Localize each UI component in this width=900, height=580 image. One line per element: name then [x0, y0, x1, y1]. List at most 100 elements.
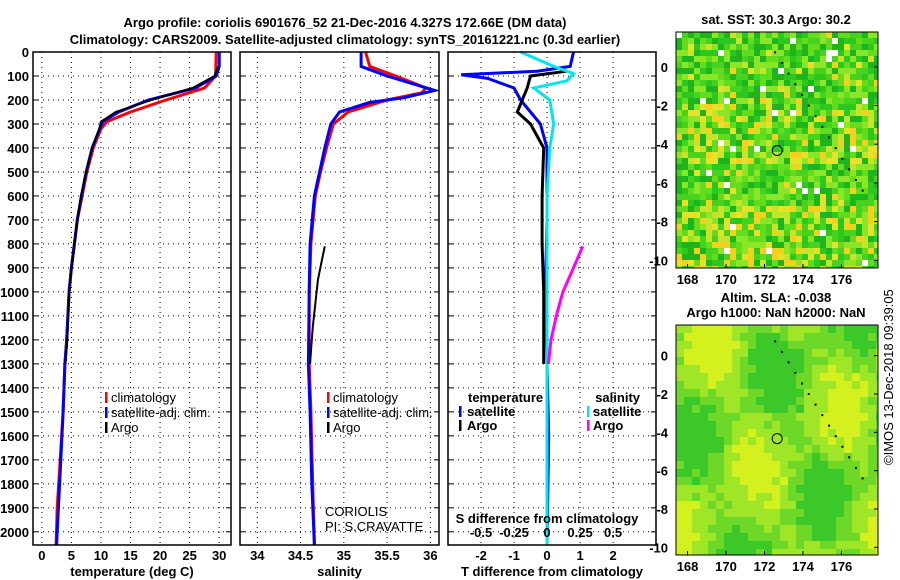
map-cell	[772, 212, 778, 218]
map-cell	[772, 266, 778, 268]
map-cell	[706, 92, 712, 98]
map-cell	[682, 218, 688, 224]
map-cell	[766, 194, 772, 200]
map-cell	[868, 44, 874, 50]
map-cell	[868, 140, 874, 146]
map-cell	[756, 357, 764, 365]
map-cell	[814, 128, 820, 134]
map-cell	[804, 549, 812, 555]
map-cell	[876, 445, 878, 453]
map-cell	[764, 485, 772, 493]
map-cell	[868, 429, 876, 437]
map-cell	[772, 98, 778, 104]
map-cell	[876, 381, 878, 389]
map-cell	[682, 152, 688, 158]
map-cell	[706, 170, 712, 176]
map-cell	[802, 38, 808, 44]
map-cell	[688, 32, 694, 38]
map-cell	[852, 357, 860, 365]
map-cell	[694, 38, 700, 44]
map-cell	[844, 230, 850, 236]
map-cell	[802, 44, 808, 50]
map-cell	[694, 254, 700, 260]
map-cell	[814, 140, 820, 146]
map-cell	[718, 74, 724, 80]
map-cell	[844, 158, 850, 164]
map-cell	[812, 381, 820, 389]
map-cell	[826, 38, 832, 44]
map-cell	[688, 230, 694, 236]
map-cell	[736, 86, 742, 92]
map-cell	[796, 453, 804, 461]
map-cell	[820, 140, 826, 146]
map-cell	[862, 44, 868, 50]
y-tick-label: 1300	[0, 357, 29, 372]
map-cell	[836, 493, 844, 501]
map-cell	[778, 146, 784, 152]
map-cell	[766, 116, 772, 122]
map-cell	[700, 349, 708, 357]
map-cell	[724, 50, 730, 56]
map-cell	[772, 445, 780, 453]
map-cell	[730, 92, 736, 98]
map-cell	[732, 389, 740, 397]
map-cell	[790, 152, 796, 158]
map-cell	[802, 188, 808, 194]
map-cell	[778, 80, 784, 86]
map-cell	[844, 74, 850, 80]
map-cell	[856, 248, 862, 254]
map-cell	[868, 224, 874, 230]
lat-tick-label: -4	[656, 425, 668, 440]
map-cell	[868, 128, 874, 134]
map-cell	[740, 325, 748, 333]
map-cell	[838, 74, 844, 80]
map-cell	[772, 325, 780, 333]
series-line-satellite-adj-clim-	[55, 52, 221, 546]
legend-swatch	[587, 420, 590, 431]
map-cell	[832, 212, 838, 218]
map-cell	[838, 170, 844, 176]
map-cell	[676, 80, 682, 86]
map-cell	[838, 260, 844, 266]
map-cell	[772, 188, 778, 194]
map-cell	[802, 92, 808, 98]
map-cell	[796, 194, 802, 200]
lon-tick-label: 172	[754, 272, 776, 287]
map-cell	[844, 493, 852, 501]
map-cell	[724, 230, 730, 236]
map-cell	[716, 357, 724, 365]
map-cell	[760, 206, 766, 212]
map-cell	[868, 176, 874, 182]
map-cell	[826, 218, 832, 224]
map-cell	[856, 218, 862, 224]
map-cell	[712, 80, 718, 86]
map-cell	[868, 92, 874, 98]
map-cell	[808, 32, 814, 38]
map-cell	[850, 122, 856, 128]
map-cell	[706, 62, 712, 68]
map-cell	[718, 56, 724, 62]
map-cell	[832, 266, 838, 268]
map-cell	[850, 62, 856, 68]
map-cell	[778, 218, 784, 224]
map-cell	[850, 134, 856, 140]
map-cell	[724, 242, 730, 248]
map-cell	[736, 230, 742, 236]
map-cell	[694, 98, 700, 104]
panel-salinity: 34 34.5 35 35.5 36salinityclimatologysatelli…	[239, 51, 441, 579]
map-cell	[784, 104, 790, 110]
map-cell	[838, 194, 844, 200]
map-cell	[826, 56, 832, 62]
map-cell	[860, 397, 868, 405]
map-cell	[712, 218, 718, 224]
map-cell	[700, 122, 706, 128]
map-cell	[682, 182, 688, 188]
y-tick-label: 500	[7, 165, 29, 180]
map-cell	[804, 373, 812, 381]
map-cell	[862, 188, 868, 194]
map-cell	[736, 266, 742, 268]
map-cell	[676, 62, 682, 68]
map-cell	[850, 74, 856, 80]
map-cell	[828, 381, 836, 389]
map-cell	[820, 349, 828, 357]
